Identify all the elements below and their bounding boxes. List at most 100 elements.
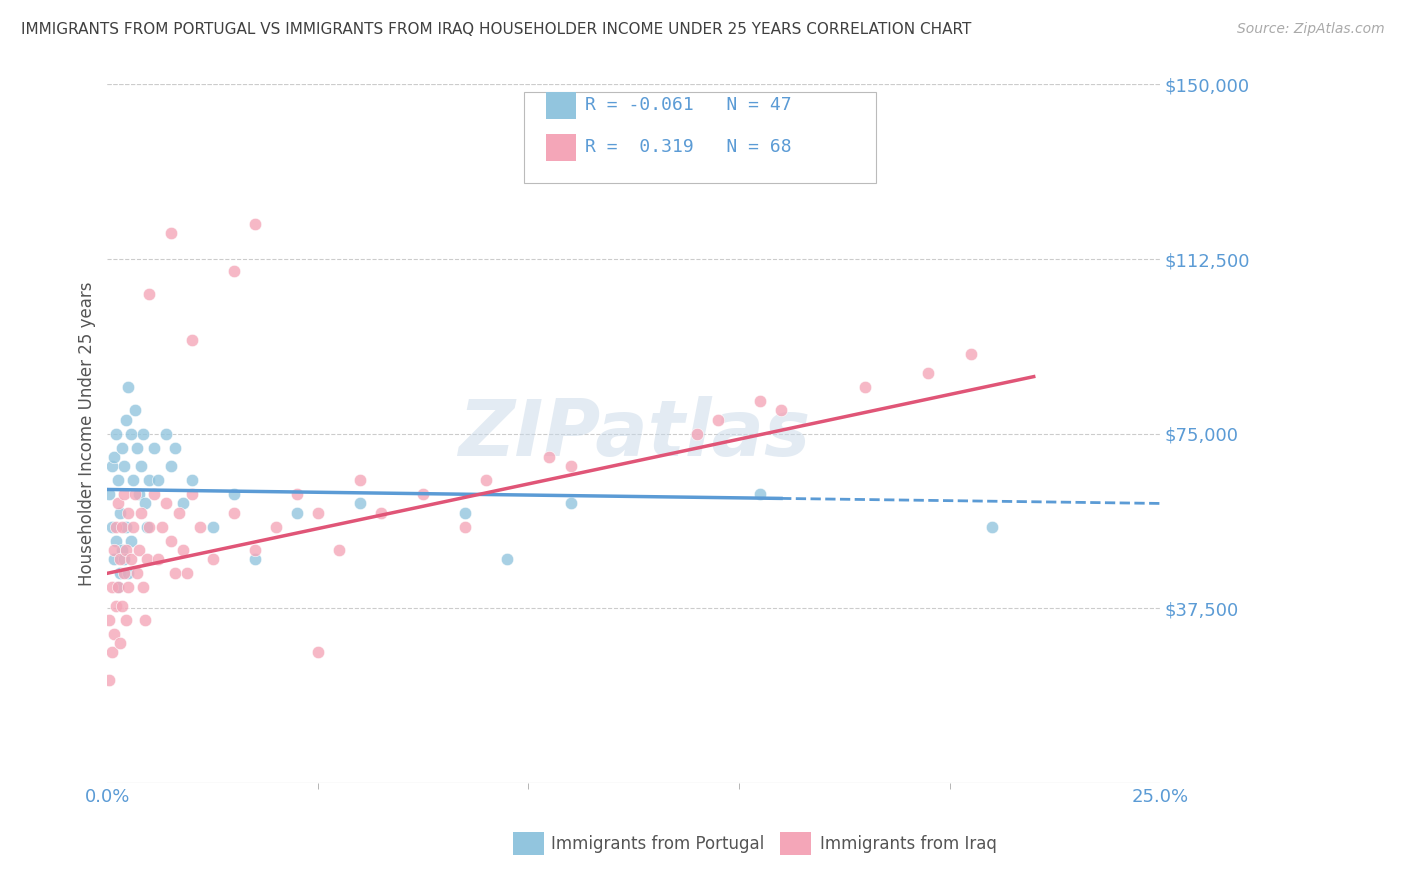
Text: Source: ZipAtlas.com: Source: ZipAtlas.com (1237, 22, 1385, 37)
Text: Immigrants from Iraq: Immigrants from Iraq (820, 835, 997, 853)
Point (112, 552, 135, 566)
Point (120, 426, 142, 441)
Point (111, 441, 134, 455)
Point (188, 519, 211, 533)
Point (307, 506, 329, 520)
Point (285, 506, 308, 520)
Point (454, 519, 477, 533)
Text: ZIPatlas: ZIPatlas (457, 396, 810, 472)
Point (117, 580, 139, 594)
Point (100, 580, 122, 594)
Point (104, 519, 127, 533)
Point (243, 552, 266, 566)
Point (117, 506, 139, 520)
Point (111, 519, 134, 533)
Point (112, 487, 135, 501)
Text: R = -0.061   N = 47: R = -0.061 N = 47 (585, 96, 792, 114)
Point (155, 426, 177, 441)
Point (100, 519, 122, 533)
Point (917, 366, 939, 380)
Point (121, 519, 143, 533)
Point (454, 506, 477, 520)
Point (412, 487, 434, 501)
Point (146, 552, 169, 566)
Point (176, 566, 198, 581)
Point (138, 287, 160, 301)
Point (201, 519, 224, 533)
Point (150, 519, 173, 533)
Point (307, 645, 329, 659)
Point (538, 450, 561, 464)
Point (155, 496, 177, 510)
Point (107, 580, 129, 594)
Point (132, 580, 155, 594)
Point (172, 543, 194, 558)
Point (112, 566, 135, 581)
Point (349, 473, 371, 487)
Point (349, 496, 371, 510)
Point (120, 552, 142, 566)
Point (103, 627, 125, 641)
Point (180, 473, 202, 487)
Point (124, 487, 146, 501)
Point (138, 473, 160, 487)
Point (124, 403, 146, 417)
Point (100, 645, 122, 659)
Point (107, 496, 129, 510)
Point (159, 459, 181, 474)
Point (108, 506, 131, 520)
Point (163, 566, 186, 581)
Point (107, 580, 129, 594)
Point (980, 519, 1002, 533)
Point (107, 473, 129, 487)
Point (104, 599, 127, 613)
Point (117, 380, 139, 394)
Point (146, 473, 169, 487)
Point (159, 533, 181, 548)
Point (328, 543, 350, 558)
Point (201, 552, 224, 566)
Point (264, 519, 287, 533)
Point (104, 533, 127, 548)
Point (222, 487, 245, 501)
Point (120, 533, 142, 548)
Text: R =  0.319   N = 68: R = 0.319 N = 68 (585, 138, 792, 156)
Point (749, 394, 772, 409)
Point (111, 543, 134, 558)
Y-axis label: Householder Income Under 25 years: Householder Income Under 25 years (79, 281, 96, 586)
Text: Immigrants from Portugal: Immigrants from Portugal (551, 835, 765, 853)
Point (159, 227, 181, 241)
Point (104, 426, 127, 441)
Point (180, 334, 202, 348)
Point (475, 473, 498, 487)
Point (222, 506, 245, 520)
Point (129, 506, 152, 520)
Point (108, 552, 131, 566)
Point (370, 506, 392, 520)
Point (108, 636, 131, 650)
Point (560, 459, 582, 474)
Point (132, 426, 155, 441)
Point (136, 552, 159, 566)
Point (496, 552, 519, 566)
Point (853, 380, 876, 394)
Point (285, 487, 308, 501)
Point (142, 441, 165, 455)
Point (136, 519, 159, 533)
Point (98, 613, 121, 627)
Point (115, 543, 138, 558)
Point (125, 566, 148, 581)
Point (108, 566, 131, 581)
Point (243, 543, 266, 558)
Point (115, 519, 138, 533)
Point (103, 450, 125, 464)
Point (100, 459, 122, 474)
Point (749, 487, 772, 501)
Point (959, 347, 981, 361)
Point (121, 473, 143, 487)
Point (115, 412, 138, 426)
Point (222, 263, 245, 277)
Point (128, 543, 150, 558)
Point (142, 487, 165, 501)
Point (134, 613, 156, 627)
